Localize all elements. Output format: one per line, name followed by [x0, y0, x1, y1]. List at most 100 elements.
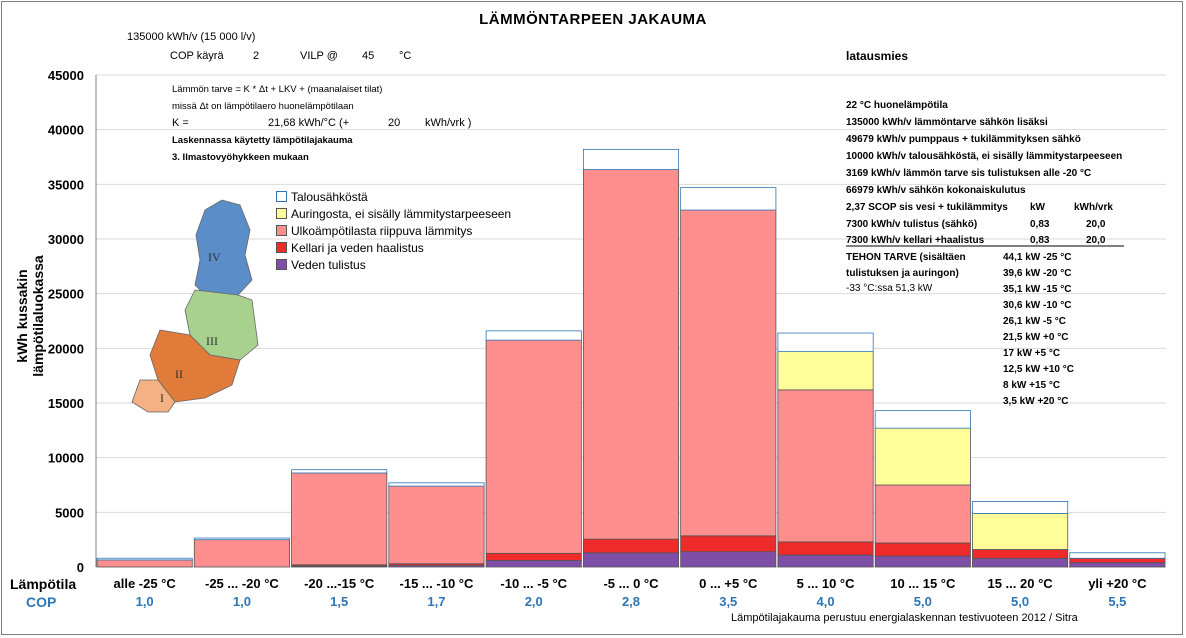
bar-segment: [485, 339, 582, 554]
x-tick-label: alle -25 °C: [113, 576, 176, 591]
legend-label: Ulkoämpötilasta riippuva lämmitys: [291, 223, 473, 238]
formula-line2: missä Δt on lämpötilaero huonelämpötilaa…: [172, 101, 354, 112]
bar-segment: [388, 485, 485, 565]
author-label: latausmies: [846, 49, 909, 63]
power-value: 8 kW +15 °C: [1003, 380, 1061, 391]
bar-segment: [874, 410, 971, 429]
formula-k-label: K =: [172, 117, 189, 129]
info-line: 10000 kWh/v talousähköstä, ei sisälly lä…: [846, 151, 1123, 162]
cop-value-label: 5,0: [1011, 594, 1029, 609]
x-tick-label: -20 ...-15 °C: [304, 576, 375, 591]
y-tick-label: 5000: [55, 505, 84, 520]
cop-value-label: 2,8: [622, 594, 640, 609]
bar-segment: [972, 549, 1069, 559]
info-line: 135000 kWh/v lämmöntarve sähkön lisäksi: [846, 117, 1048, 128]
table-row1-kw: 0,83: [1030, 219, 1050, 230]
cop-curve-label: COP käyrä: [170, 50, 224, 62]
formula-line5: 3. Ilmastovyöhykkeen mukaan: [172, 152, 309, 163]
power-value: 26,1 kW -5 °C: [1003, 316, 1066, 327]
bar-segment: [388, 482, 485, 487]
power-value: 21,5 kW +0 °C: [1003, 332, 1069, 343]
power-value: 44,1 kW -25 °C: [1003, 252, 1072, 263]
map-region: [149, 329, 241, 403]
cop-value-label: 1,5: [330, 594, 348, 609]
chart-title: LÄMMÖNTARPEEN JAKAUMA: [479, 11, 707, 28]
legend: Talousähköstä Auringosta, ei sisälly läm…: [276, 188, 511, 273]
bar-segment: [680, 535, 777, 553]
cop-value-label: 5,5: [1108, 594, 1126, 609]
table-head-kwh: kWh/vrk: [1074, 202, 1113, 213]
cop-value-label: 1,7: [427, 594, 445, 609]
x-tick-label: -10 ... -5 °C: [500, 576, 567, 591]
bar-segment: [582, 148, 680, 170]
bar-segment: [874, 542, 971, 557]
bar-segment: [680, 187, 777, 211]
power-value: 3,5 kW +20 °C: [1003, 396, 1069, 407]
bar-segment: [582, 169, 680, 540]
legend-item: Kellari ja veden haalistus: [276, 239, 511, 256]
formula-k-unit: kWh/vrk ): [425, 117, 472, 129]
x-axis-label: Lämpötila: [10, 576, 77, 592]
bar-segment: [680, 551, 777, 568]
bar-segment: [582, 538, 680, 554]
legend-swatch: [276, 191, 287, 202]
vilp-label: VILP @: [300, 50, 338, 62]
x-tick-label: -25 ... -20 °C: [205, 576, 279, 591]
table-head-kw: kW: [1030, 202, 1045, 213]
bar-segment: [291, 469, 388, 474]
legend-item: Talousähköstä: [276, 188, 511, 205]
bar-segment: [485, 330, 582, 341]
y-tick-label: 45000: [48, 68, 84, 83]
bar-segment: [291, 472, 388, 566]
x-tick-label: 10 ... 15 °C: [890, 576, 956, 591]
bar-segment: [874, 555, 971, 568]
legend-label: Veden tulistus: [291, 257, 366, 272]
bar-segment: [777, 541, 874, 556]
bar-segment: [485, 552, 582, 561]
table-head-label: 2,37 SCOP sis vesi + tukilämmitys: [846, 202, 1008, 213]
bar-segment: [972, 500, 1069, 514]
bar-segment: [96, 557, 193, 561]
power-value: 30,6 kW -10 °C: [1003, 300, 1072, 311]
bar-segment: [680, 209, 777, 537]
info-line: 66979 kWh/v sähkön kokonaiskulutus: [846, 185, 1026, 196]
legend-label: Kellari ja veden haalistus: [291, 240, 424, 255]
bar-segment: [193, 539, 290, 568]
y-tick-label: 35000: [48, 177, 84, 192]
bar-segment: [777, 332, 874, 353]
map-region-label: I: [160, 391, 164, 405]
info-line: 22 °C huonelämpötila: [846, 100, 948, 111]
y-tick-label: 10000: [48, 451, 84, 466]
legend-swatch: [276, 208, 287, 219]
bar-segment: [777, 351, 874, 391]
legend-item: Ulkoämpötilasta riippuva lämmitys: [276, 222, 511, 239]
y-tick-label: 40000: [48, 123, 84, 138]
bar-segment: [1069, 557, 1166, 564]
table-row2-kw: 0,83: [1030, 235, 1050, 246]
cop-value-label: 5,0: [914, 594, 932, 609]
legend-item: Auringosta, ei sisälly lämmitystarpeesee…: [276, 205, 511, 222]
x-tick-label: 0 ... +5 °C: [699, 576, 758, 591]
cop-row-label: COP: [26, 594, 57, 610]
legend-swatch: [276, 225, 287, 236]
bar-segment: [972, 557, 1069, 568]
formula-k-value: 21,68 kWh/°C (+: [268, 117, 350, 129]
vilp-unit: °C: [399, 50, 412, 62]
bar-segment: [485, 560, 582, 568]
power-value: 12,5 kW +10 °C: [1003, 364, 1074, 375]
map-region: [131, 379, 176, 413]
bar-segment: [874, 427, 971, 486]
power-title1: TEHON TARVE (sisältäen: [846, 252, 966, 263]
power-value: 17 kW +5 °C: [1003, 348, 1061, 359]
info-line: 3169 kWh/v lämmön tarve sis tulistuksen …: [846, 168, 1092, 179]
bar-segment: [582, 552, 680, 568]
source-note: Lämpötilajakauma perustuu energialaskenn…: [731, 612, 1078, 624]
map-region: [194, 199, 253, 301]
y-tick-label: 20000: [48, 341, 84, 356]
map-region-label: IV: [208, 250, 221, 264]
y-tick-label: 25000: [48, 287, 84, 302]
x-tick-label: -5 ... 0 °C: [603, 576, 659, 591]
formula-line1: Lämmön tarve = K * Δt + LKV + (maanalais…: [172, 84, 383, 95]
legend-swatch: [276, 242, 287, 253]
